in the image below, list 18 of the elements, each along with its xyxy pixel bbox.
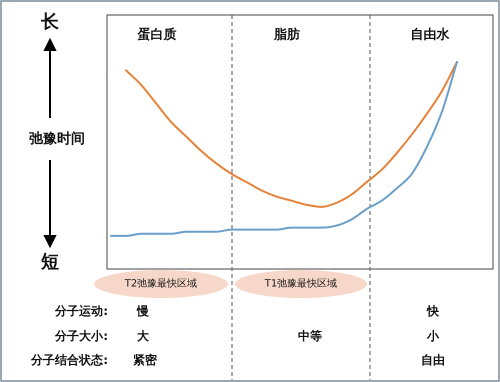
text: 慢 (136, 304, 149, 318)
text: T1弛豫最快区域 (264, 278, 338, 290)
text: T2弛豫最快区域 (124, 278, 198, 290)
text: 长 (40, 12, 60, 32)
text: 脂肪 (273, 26, 300, 42)
text: 中等 (298, 329, 322, 343)
text: 快 (426, 304, 440, 318)
text: 紧密 (133, 353, 158, 367)
text: 短 (40, 252, 59, 272)
text: 自由水 (410, 28, 450, 42)
text: 自由 (421, 353, 445, 367)
text: 分子运动: (54, 304, 108, 318)
text: 大 (137, 329, 150, 343)
text: 分子大小: (54, 329, 108, 343)
text: 小 (426, 329, 440, 343)
y-axis-title: 弛豫时间 (29, 131, 85, 147)
text: 分子结合状态: (30, 353, 108, 367)
text: 蛋白质 (136, 26, 176, 42)
